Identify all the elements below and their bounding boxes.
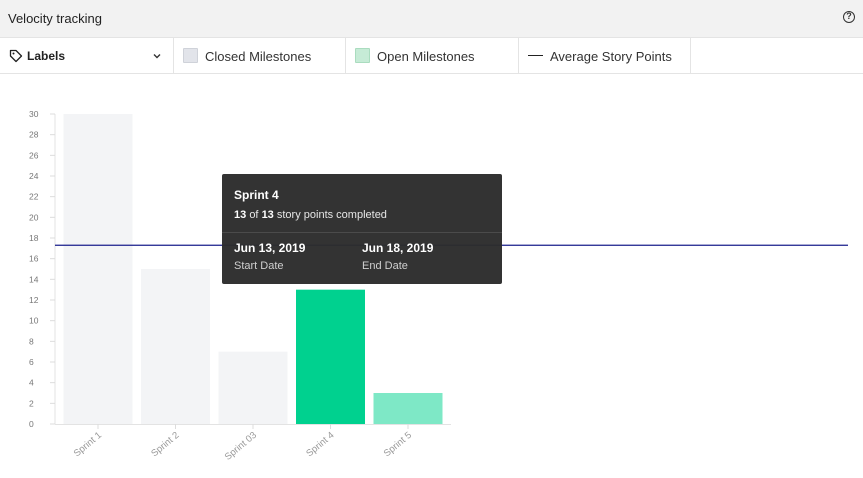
legend-label: Open Milestones <box>377 49 475 64</box>
tooltip-completed: 13 <box>234 209 247 221</box>
filter-bar: Labels Closed Milestones Open Milestones… <box>0 37 863 74</box>
y-tick-label: 6 <box>29 357 34 367</box>
tooltip-start-date: Jun 13, 2019 <box>234 241 306 255</box>
tooltip-divider <box>222 232 502 233</box>
legend-closed-milestones[interactable]: Closed Milestones <box>174 38 346 73</box>
x-tick-label: Sprint 1 <box>72 430 104 459</box>
average-line-swatch <box>528 55 543 56</box>
tooltip-title: Sprint 4 <box>234 188 279 202</box>
help-circle-icon[interactable]: ? <box>843 11 855 23</box>
sprint-tooltip: Sprint 4 13 of 13 story points completed… <box>222 174 502 284</box>
bar <box>141 269 210 424</box>
y-tick-label: 22 <box>29 192 39 202</box>
tooltip-end-label: End Date <box>362 260 408 272</box>
y-tick-label: 28 <box>29 130 39 140</box>
legend-average-story-points[interactable]: Average Story Points <box>519 38 691 73</box>
x-tick-label: Sprint 4 <box>304 430 336 459</box>
panel-title: Velocity tracking <box>8 11 102 26</box>
panel-header: Velocity tracking ? <box>0 0 863 37</box>
y-tick-label: 8 <box>29 336 34 346</box>
y-tick-label: 26 <box>29 150 39 160</box>
tooltip-suffix: story points completed <box>276 209 387 221</box>
x-tick-label: Sprint 2 <box>149 430 181 459</box>
tooltip-total: 13 <box>261 209 274 221</box>
y-tick-label: 10 <box>29 316 39 326</box>
y-tick-label: 18 <box>29 233 39 243</box>
x-tick-label: Sprint 03 <box>223 430 259 463</box>
labels-dropdown-label: Labels <box>27 49 66 63</box>
tooltip-points-line: 13 of 13 story points completed <box>234 209 387 221</box>
tooltip-start-label: Start Date <box>234 260 284 272</box>
bar <box>218 351 288 424</box>
y-tick-label: 2 <box>29 398 34 408</box>
legend-label: Average Story Points <box>550 49 672 64</box>
y-tick-label: 16 <box>29 254 39 264</box>
bar <box>373 393 443 424</box>
y-tick-label: 20 <box>29 212 39 222</box>
bar <box>63 114 133 424</box>
x-tick-label: Sprint 5 <box>382 430 414 459</box>
legend-open-milestones[interactable]: Open Milestones <box>346 38 519 73</box>
legend-label: Closed Milestones <box>205 49 312 64</box>
closed-milestones-swatch <box>183 48 198 63</box>
tooltip-end-date: Jun 18, 2019 <box>362 241 434 255</box>
tag-icon <box>9 49 23 63</box>
y-tick-label: 30 <box>29 109 39 119</box>
y-tick-label: 12 <box>29 295 39 305</box>
bar <box>296 289 365 424</box>
tooltip-of: of <box>249 209 259 221</box>
y-tick-label: 24 <box>29 171 39 181</box>
y-tick-label: 14 <box>29 274 39 284</box>
y-tick-label: 0 <box>29 419 34 429</box>
chevron-down-icon <box>153 54 161 59</box>
labels-dropdown[interactable]: Labels <box>0 38 174 73</box>
open-milestones-swatch <box>355 48 370 63</box>
y-tick-label: 4 <box>29 378 34 388</box>
